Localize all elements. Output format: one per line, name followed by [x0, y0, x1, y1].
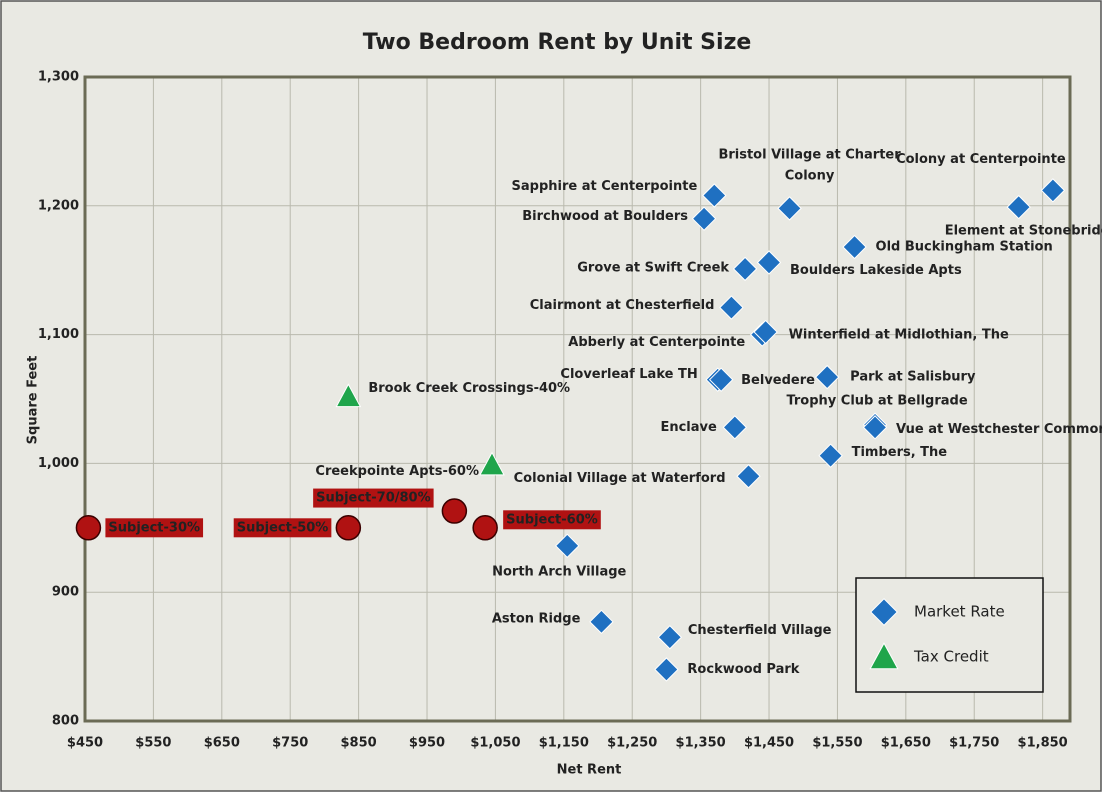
x-axis-label: Net Rent: [557, 763, 622, 778]
x-tick-label: $1,550: [812, 736, 862, 751]
point-label: Belvedere: [741, 373, 815, 388]
x-tick-label: $650: [204, 736, 240, 751]
x-tick-label: $750: [272, 736, 308, 751]
x-tick-label: $550: [135, 736, 171, 751]
point-label: Winterfield at Midlothian, The: [789, 328, 1009, 343]
x-tick-label: $950: [409, 736, 445, 751]
point-label: Sapphire at Centerpointe: [512, 179, 698, 194]
legend-box: [855, 577, 1044, 693]
diamond-marker: [555, 533, 580, 559]
diamond-marker: [862, 415, 888, 440]
chart-title: Two Bedroom Rent by Unit Size: [363, 30, 752, 55]
point-label: Colony at Centerpointe: [896, 152, 1066, 167]
point-label: Creekpointe Apts-60%: [315, 464, 479, 479]
triangle-marker: [479, 451, 505, 476]
point-label: Colonial Village at Waterford: [514, 471, 726, 486]
diamond-marker: [756, 250, 782, 275]
plot-frame: [83, 75, 1072, 723]
circle-marker: [75, 515, 102, 541]
x-tick-label: $1,850: [1018, 736, 1068, 751]
legend-marker: [869, 642, 899, 670]
diamond-marker: [753, 319, 778, 345]
diamond-marker: [657, 625, 683, 650]
diamond-marker: [589, 609, 614, 635]
diamond-marker: [654, 657, 679, 682]
triangle-marker: [335, 383, 362, 408]
label-background: [503, 510, 601, 530]
point-label: Abberly at Centerpointe: [568, 335, 745, 350]
point-label: Birchwood at Boulders: [522, 209, 688, 224]
diamond-marker: [842, 234, 867, 260]
diamond-marker: [818, 443, 843, 468]
point-label: Subject-70/80%: [316, 491, 430, 506]
y-tick-label: 1,000: [38, 456, 79, 471]
point-label: Rockwood Park: [687, 662, 799, 677]
x-tick-label: $850: [341, 736, 377, 751]
point-label: Element at Stonebridge: [945, 224, 1102, 239]
y-tick-label: 900: [52, 585, 79, 600]
y-tick-label: 1,300: [38, 70, 79, 85]
y-tick-label: 1,100: [38, 327, 79, 342]
circle-marker: [441, 498, 468, 524]
x-tick-label: $1,650: [881, 736, 931, 751]
point-label: Park at Salisbury: [850, 370, 976, 385]
circle-marker: [335, 515, 362, 541]
point-label: Bristol Village at Charter Colony: [718, 147, 901, 183]
diamond-marker: [719, 295, 744, 320]
point-label: North Arch Village: [492, 564, 626, 579]
point-label: Subject-50%: [237, 520, 329, 535]
point-label: Brook Creek Crossings-40%: [368, 381, 570, 396]
x-tick-label: $1,450: [744, 736, 794, 751]
label-background: [105, 518, 204, 538]
diamond-marker: [777, 196, 802, 221]
point-label: Cloverleaf Lake TH: [560, 367, 697, 382]
diamond-marker: [708, 367, 734, 392]
y-axis-label: Square Feet: [26, 356, 41, 445]
x-tick-label: $1,350: [676, 736, 726, 751]
point-label: Subject-60%: [506, 512, 598, 527]
diamond-marker: [702, 183, 727, 208]
point-label: Vue at Westchester Commons: [896, 422, 1102, 437]
point-label: Timbers, The: [852, 445, 948, 460]
x-tick-label: $450: [67, 736, 103, 751]
diamond-marker: [736, 464, 761, 489]
label-background: [313, 488, 434, 508]
x-tick-label: $1,150: [539, 736, 589, 751]
series-labels: Subject-30% Subject-50% Subject-70/80% Subj…: [105, 488, 601, 538]
point-label: Trophy Club at Bellgrade: [786, 393, 967, 408]
y-tick-label: 1,200: [38, 198, 79, 213]
legend-label: Tax Credit: [913, 648, 989, 666]
point-label: Subject-30%: [108, 520, 200, 535]
point-label: Clairmont at Chesterfield: [530, 298, 715, 313]
point-label: Old Buckingham Station: [876, 240, 1053, 255]
point-label: Grove at Swift Creek: [577, 260, 729, 275]
diamond-marker: [1006, 194, 1031, 220]
point-label: Aston Ridge: [492, 611, 581, 626]
x-tick-label: $1,050: [470, 736, 520, 751]
diamond-marker: [732, 256, 758, 282]
series-labels: Brook Creek Crossings-40% Creekpointe Apt…: [315, 381, 570, 479]
diamond-marker: [691, 206, 717, 231]
diamond-marker: [722, 415, 748, 440]
y-tick-label: 800: [52, 714, 79, 729]
point-label: Enclave: [660, 420, 717, 435]
label-background: [233, 518, 332, 538]
diamond-marker: [814, 364, 840, 390]
x-tick-label: $1,250: [607, 736, 657, 751]
diamond-marker: [1040, 178, 1066, 203]
circle-marker: [472, 515, 498, 541]
legend-label: Market Rate: [914, 603, 1005, 621]
x-tick-label: $1,750: [949, 736, 999, 751]
point-label: Boulders Lakeside Apts: [790, 263, 962, 278]
legend-marker: [870, 598, 898, 626]
point-label: Chesterfield Village: [688, 623, 832, 638]
series-labels: Sapphire at Centerpointe Birchwood at Bou…: [492, 147, 1102, 677]
